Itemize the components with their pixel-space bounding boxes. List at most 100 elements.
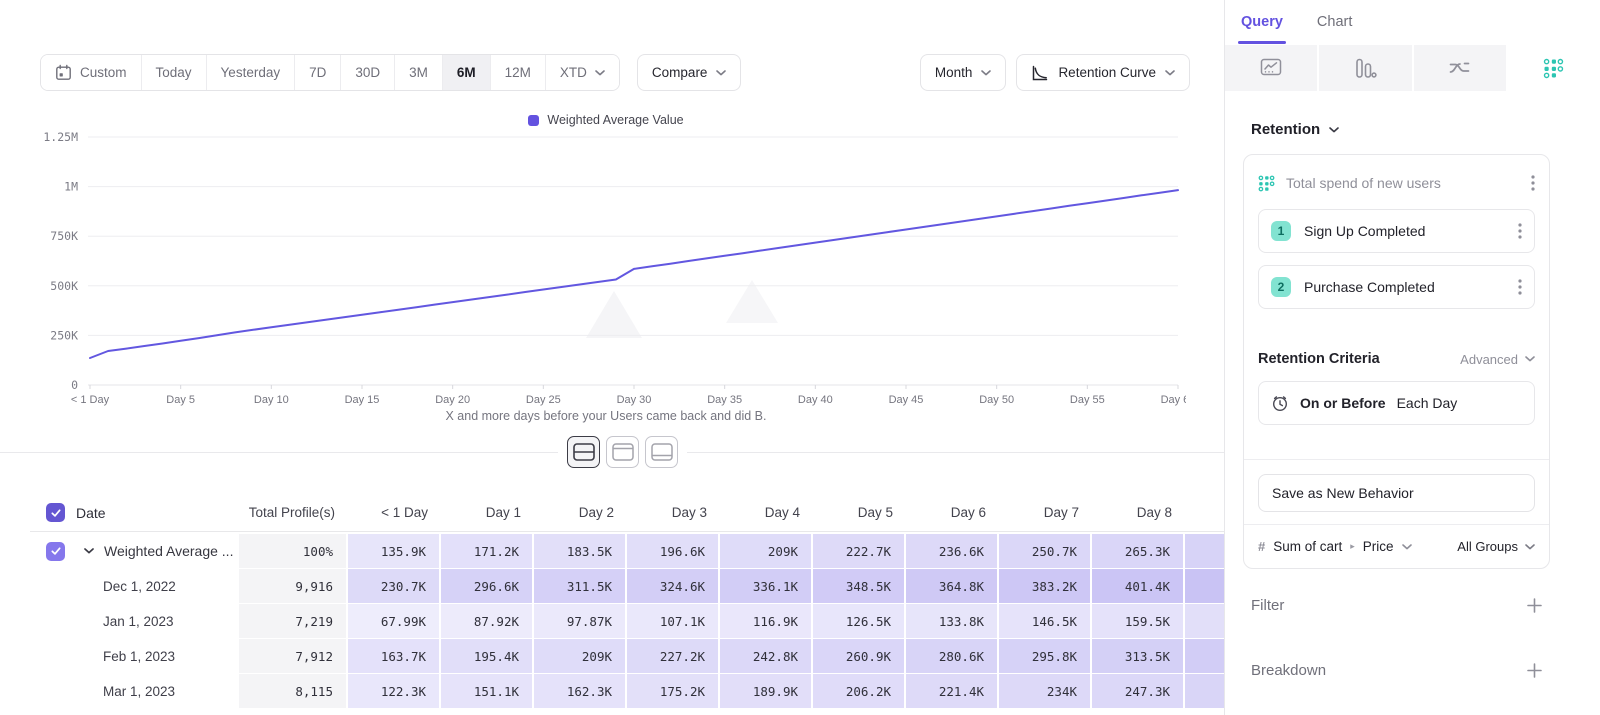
table-row: Weighted Average ...100%135.9K171.2K183.…: [30, 534, 1224, 569]
value-cell[interactable]: 209K: [720, 534, 813, 569]
add-filter-button[interactable]: [1527, 598, 1542, 613]
metric-event-dropdown[interactable]: Sum of cart: [1273, 539, 1342, 554]
add-breakdown-button[interactable]: [1527, 663, 1542, 678]
step-row-2[interactable]: 2 Purchase Completed: [1258, 265, 1535, 309]
column-header: < 1 Day: [348, 494, 441, 531]
report-toolbar: CustomTodayYesterday7D30D3M 6M 12MXTD Comp…: [40, 54, 1190, 91]
value-cell[interactable]: 151.1K: [441, 674, 534, 709]
value-cell[interactable]: 336.1K: [720, 569, 813, 604]
groups-dropdown[interactable]: All Groups: [1457, 539, 1535, 554]
value-cell[interactable]: 135.9K: [348, 534, 441, 569]
value-cell[interactable]: 146.5K: [999, 604, 1092, 639]
range-12m[interactable]: 12M: [491, 55, 546, 90]
value-cell[interactable]: 122.3K: [348, 674, 441, 709]
value-cell-clipped: [1185, 534, 1224, 569]
tab-query[interactable]: Query: [1241, 0, 1283, 44]
range-xtd[interactable]: XTD: [546, 55, 619, 90]
value-cell[interactable]: 296.6K: [441, 569, 534, 604]
criteria-mode-dropdown[interactable]: Advanced: [1460, 352, 1535, 367]
value-cell[interactable]: 107.1K: [627, 604, 720, 639]
criteria-condition-row[interactable]: On or Before Each Day: [1258, 381, 1535, 425]
split-view-button[interactable]: [567, 436, 600, 468]
value-cell[interactable]: 183.5K: [534, 534, 627, 569]
range-6m[interactable]: 6M: [443, 55, 491, 90]
range-3m[interactable]: 3M: [395, 55, 443, 90]
row-label-cell[interactable]: Dec 1, 2022: [30, 569, 239, 604]
chart-legend[interactable]: Weighted Average Value: [26, 113, 1186, 127]
value-cell[interactable]: 280.6K: [906, 639, 999, 674]
row-label: Feb 1, 2023: [30, 649, 175, 664]
value-cell[interactable]: 222.7K: [813, 534, 906, 569]
value-cell[interactable]: 162.3K: [534, 674, 627, 709]
value-cell[interactable]: 195.4K: [441, 639, 534, 674]
value-cell[interactable]: 247.3K: [1092, 674, 1185, 709]
range-today[interactable]: Today: [142, 55, 207, 90]
row-checkbox[interactable]: [46, 542, 65, 561]
value-cell[interactable]: 97.87K: [534, 604, 627, 639]
tab-chart[interactable]: Chart: [1317, 0, 1352, 44]
value-cell[interactable]: 311.5K: [534, 569, 627, 604]
row-label-cell[interactable]: Jan 1, 2023: [30, 604, 239, 639]
value-cell[interactable]: 313.5K: [1092, 639, 1185, 674]
value-cell[interactable]: 189.9K: [720, 674, 813, 709]
save-behavior-button[interactable]: Save as New Behavior: [1258, 474, 1535, 512]
chevron-down-icon: [1329, 127, 1339, 133]
value-cell[interactable]: 126.5K: [813, 604, 906, 639]
value-cell[interactable]: 196.6K: [627, 534, 720, 569]
value-cell[interactable]: 383.2K: [999, 569, 1092, 604]
value-cell[interactable]: 206.2K: [813, 674, 906, 709]
value-cell[interactable]: 116.9K: [720, 604, 813, 639]
value-cell[interactable]: 227.2K: [627, 639, 720, 674]
value-cell[interactable]: 133.8K: [906, 604, 999, 639]
value-cell[interactable]: 87.92K: [441, 604, 534, 639]
table-only-button[interactable]: [645, 436, 678, 468]
chart-type-flows-button[interactable]: [1414, 45, 1506, 91]
value-cell[interactable]: 209K: [534, 639, 627, 674]
value-cell[interactable]: 234K: [999, 674, 1092, 709]
value-cell[interactable]: 348.5K: [813, 569, 906, 604]
value-cell[interactable]: 221.4K: [906, 674, 999, 709]
value-cell[interactable]: 67.99K: [348, 604, 441, 639]
svg-text:250K: 250K: [50, 328, 78, 342]
value-cell[interactable]: 250.7K: [999, 534, 1092, 569]
value-cell[interactable]: 401.4K: [1092, 569, 1185, 604]
value-cell[interactable]: 295.8K: [999, 639, 1092, 674]
range-7d[interactable]: 7D: [295, 55, 341, 90]
value-cell[interactable]: 163.7K: [348, 639, 441, 674]
value-cell[interactable]: 265.3K: [1092, 534, 1185, 569]
value-cell[interactable]: 242.8K: [720, 639, 813, 674]
kebab-menu-icon[interactable]: [1518, 279, 1522, 295]
value-cell[interactable]: 159.5K: [1092, 604, 1185, 639]
range-label: 6M: [457, 65, 476, 80]
chart-type-retention-button[interactable]: [1508, 45, 1600, 91]
chart-type-funnels-button[interactable]: [1319, 45, 1411, 91]
value-cell[interactable]: 364.8K: [906, 569, 999, 604]
step-row-1[interactable]: 1 Sign Up Completed: [1258, 209, 1535, 253]
granularity-button[interactable]: Month: [920, 54, 1007, 91]
behavior-title[interactable]: Total spend of new users: [1286, 175, 1520, 191]
kebab-menu-icon[interactable]: [1531, 175, 1535, 191]
row-label-cell[interactable]: Mar 1, 2023: [30, 674, 239, 709]
value-cell[interactable]: 260.9K: [813, 639, 906, 674]
retention-curve-chart[interactable]: 0250K500K750K1M1.25M< 1 DayDay 5Day 10Da…: [26, 130, 1186, 410]
value-cell[interactable]: 171.2K: [441, 534, 534, 569]
measurement-dropdown[interactable]: Retention: [1251, 121, 1600, 138]
select-all-checkbox[interactable]: [46, 503, 65, 522]
range-30d[interactable]: 30D: [341, 55, 395, 90]
row-label-cell[interactable]: Weighted Average ...: [30, 534, 239, 569]
chart-style-label: Retention Curve: [1058, 65, 1156, 80]
kebab-menu-icon[interactable]: [1518, 223, 1522, 239]
range-yesterday[interactable]: Yesterday: [207, 55, 296, 90]
expand-chevron-icon[interactable]: [84, 548, 94, 554]
value-cell[interactable]: 230.7K: [348, 569, 441, 604]
value-cell[interactable]: 324.6K: [627, 569, 720, 604]
chart-only-button[interactable]: [606, 436, 639, 468]
compare-button[interactable]: Compare: [637, 54, 742, 91]
value-cell[interactable]: 175.2K: [627, 674, 720, 709]
chart-style-button[interactable]: Retention Curve: [1016, 54, 1190, 91]
row-label-cell[interactable]: Feb 1, 2023: [30, 639, 239, 674]
chart-type-insights-button[interactable]: [1225, 45, 1317, 91]
value-cell[interactable]: 236.6K: [906, 534, 999, 569]
metric-property-dropdown[interactable]: Price: [1363, 539, 1394, 554]
range-custom[interactable]: Custom: [41, 55, 142, 90]
